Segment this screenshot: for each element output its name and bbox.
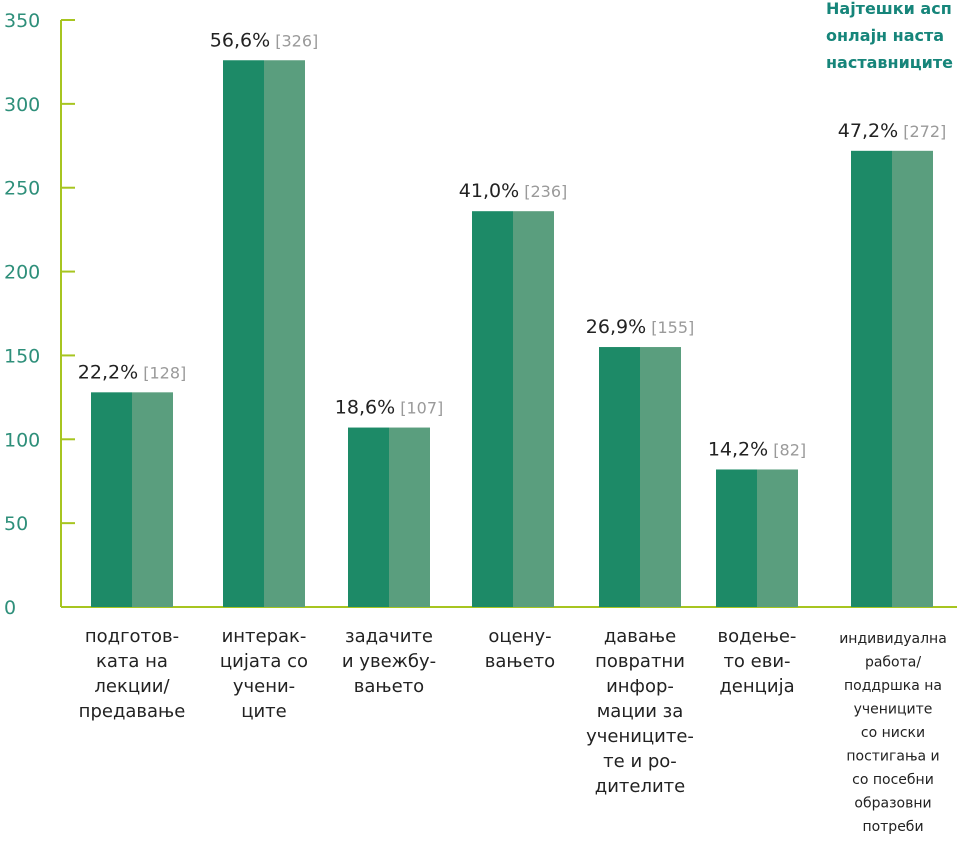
- data-label-percent: 18,6%: [335, 397, 395, 419]
- chart-title-line: онлајн наста: [826, 26, 944, 45]
- category-label-3: оцену-: [488, 626, 551, 647]
- y-tick-label: 250: [4, 178, 40, 200]
- data-label-3: 41,0% [236]: [459, 180, 567, 202]
- category-label-0: ката на: [96, 651, 168, 672]
- data-label-2: 18,6% [107]: [335, 397, 443, 419]
- bar-0-light: [132, 392, 173, 607]
- data-label-percent: 22,2%: [78, 361, 138, 383]
- category-label-4: инфор-: [606, 676, 674, 697]
- category-label-1: интерак-: [222, 626, 307, 647]
- category-label-0: лекции/: [94, 676, 170, 697]
- bar-5-light: [757, 469, 798, 607]
- data-label-6: 47,2% [272]: [838, 120, 946, 142]
- data-label-percent: 26,9%: [586, 316, 646, 338]
- category-label-4: дителите: [595, 776, 685, 797]
- data-label-percent: 14,2%: [708, 438, 768, 460]
- chart-title-line: Најтешки асп: [826, 0, 952, 18]
- bar-5-dark: [716, 469, 757, 607]
- category-label-2: задачите: [345, 626, 433, 647]
- category-label-6: работа/: [865, 655, 921, 671]
- data-label-percent: 41,0%: [459, 180, 519, 202]
- category-label-6: учениците: [854, 702, 933, 718]
- bar-0-dark: [91, 392, 132, 607]
- y-tick-label: 0: [4, 597, 16, 619]
- category-label-0: подготов-: [85, 626, 179, 647]
- bar-1-dark: [223, 60, 264, 608]
- bar-1-light: [264, 60, 305, 608]
- category-label-4: мации за: [597, 701, 684, 722]
- bar-2-light: [389, 427, 430, 607]
- data-label-count: [82]: [768, 440, 806, 459]
- y-tick-label: 100: [4, 429, 40, 451]
- category-label-6: постигања и: [846, 749, 939, 765]
- data-label-count: [326]: [270, 31, 318, 50]
- data-label-count: [272]: [898, 122, 946, 141]
- y-tick-label: 350: [4, 10, 40, 32]
- category-label-6: индивидуална: [839, 631, 947, 647]
- data-label-percent: 47,2%: [838, 120, 898, 142]
- data-label-count: [128]: [138, 363, 186, 382]
- data-label-0: 22,2% [128]: [78, 361, 186, 383]
- category-label-6: образовни: [854, 796, 931, 812]
- data-label-1: 56,6% [326]: [210, 29, 318, 51]
- category-label-2: и увежбу-: [342, 651, 436, 672]
- category-label-6: поддршка на: [844, 678, 942, 694]
- category-label-5: денција: [719, 676, 794, 697]
- bar-4-light: [640, 347, 681, 607]
- bar-3-dark: [472, 211, 513, 608]
- category-label-4: повратни: [595, 651, 685, 672]
- bar-4-dark: [599, 347, 640, 607]
- category-label-5: то еви-: [723, 651, 790, 672]
- bar-6-light: [892, 150, 933, 607]
- bar-6-dark: [851, 150, 892, 607]
- y-tick-label: 200: [4, 262, 40, 284]
- data-label-count: [107]: [395, 399, 443, 418]
- data-label-4: 26,9% [155]: [586, 316, 694, 338]
- bar-2-dark: [348, 427, 389, 607]
- data-label-percent: 56,6%: [210, 29, 270, 51]
- category-label-6: со посебни: [852, 772, 934, 788]
- y-tick-label: 50: [4, 513, 28, 535]
- category-label-3: вањето: [485, 651, 555, 672]
- chart-title-line: наставниците: [826, 53, 953, 72]
- category-label-5: водење-: [718, 626, 797, 647]
- category-label-2: вањето: [354, 676, 424, 697]
- bar-3-light: [513, 211, 554, 608]
- data-label-5: 14,2% [82]: [708, 438, 806, 460]
- category-label-4: те и ро-: [603, 751, 677, 772]
- category-label-6: со ниски: [861, 725, 925, 741]
- data-label-count: [236]: [519, 182, 567, 201]
- category-label-1: учени-: [233, 676, 295, 697]
- category-label-1: ците: [241, 701, 287, 722]
- category-label-6: потреби: [862, 819, 923, 835]
- category-label-4: давање: [604, 626, 676, 647]
- y-tick-label: 300: [4, 94, 40, 116]
- category-label-4: учениците-: [586, 726, 694, 747]
- category-label-1: цијата со: [220, 651, 308, 672]
- data-label-count: [155]: [646, 318, 694, 337]
- y-tick-label: 150: [4, 345, 40, 367]
- category-label-0: предавање: [79, 701, 186, 722]
